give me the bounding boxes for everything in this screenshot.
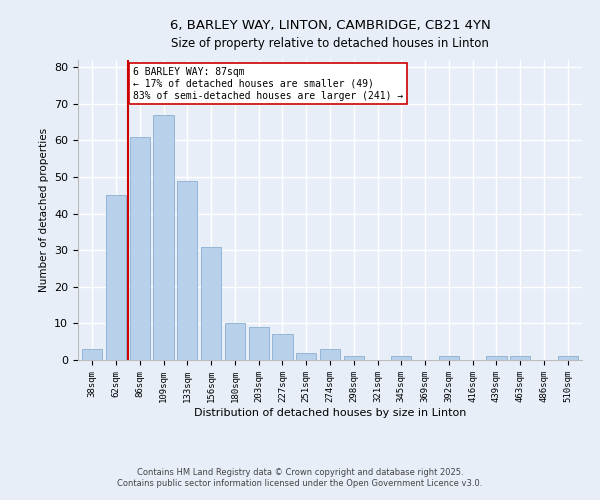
Bar (439, 356, 459, 360)
Bar (248, 327, 269, 360)
Bar (320, 349, 340, 360)
Bar (510, 356, 530, 360)
X-axis label: Distribution of detached houses by size in Linton: Distribution of detached houses by size … (194, 408, 466, 418)
Bar (82, 349, 103, 360)
Bar (201, 246, 221, 360)
Bar (154, 115, 173, 360)
Bar (487, 356, 506, 360)
Y-axis label: Number of detached properties: Number of detached properties (38, 128, 49, 292)
Text: Size of property relative to detached houses in Linton: Size of property relative to detached ho… (171, 37, 489, 50)
Text: Contains HM Land Registry data © Crown copyright and database right 2025.
Contai: Contains HM Land Registry data © Crown c… (118, 468, 482, 487)
Bar (296, 352, 316, 360)
Bar (272, 334, 293, 360)
Bar (344, 356, 364, 360)
Text: 6, BARLEY WAY, LINTON, CAMBRIDGE, CB21 4YN: 6, BARLEY WAY, LINTON, CAMBRIDGE, CB21 4… (170, 20, 490, 32)
Bar (130, 137, 150, 360)
Bar (557, 356, 578, 360)
Bar (391, 356, 412, 360)
Bar (225, 324, 245, 360)
Bar (106, 196, 126, 360)
Text: 6 BARLEY WAY: 87sqm
← 17% of detached houses are smaller (49)
83% of semi-detach: 6 BARLEY WAY: 87sqm ← 17% of detached ho… (133, 68, 403, 100)
Bar (177, 180, 197, 360)
